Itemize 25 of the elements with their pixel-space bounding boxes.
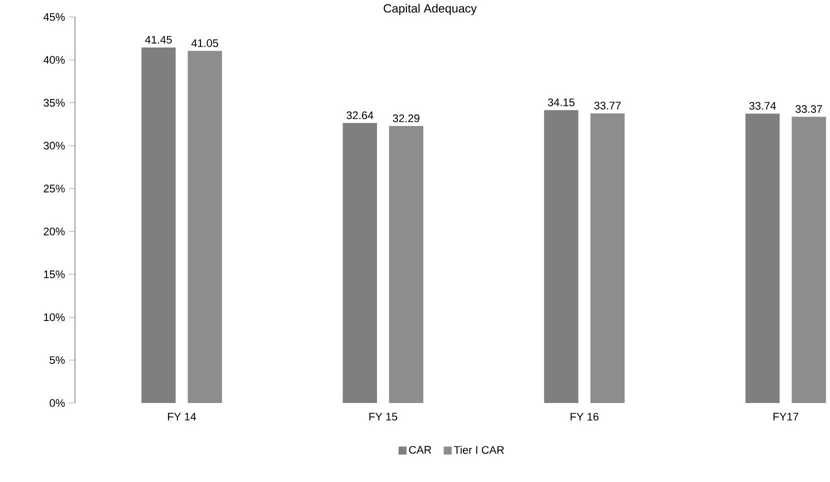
y-tick-label: 5% (50, 356, 65, 364)
y-tick-label: 45% (43, 13, 65, 21)
y-tick-label: 25% (44, 184, 65, 192)
legend-label: CAR (409, 446, 432, 454)
y-tick-label: 20% (44, 228, 65, 236)
y-tick-label: 30% (44, 142, 65, 150)
y-tick-label: 0% (50, 399, 65, 407)
data-label: 32.29 (392, 114, 420, 122)
chart-title: Capital Adequacy (384, 4, 477, 15)
data-label: 33.77 (594, 102, 621, 110)
x-tick-label: FY17 (774, 412, 798, 420)
data-label: 41.05 (191, 39, 218, 48)
x-tick-label: FY 14 (168, 412, 196, 420)
y-tick-label: 40% (43, 56, 65, 64)
x-tick-label: FY 16 (570, 412, 598, 421)
y-tick-label: 35% (44, 98, 65, 107)
data-label: 34.15 (548, 98, 574, 106)
y-tick-label: 15% (44, 270, 65, 278)
y-tick-label: 10% (44, 313, 65, 322)
data-label: 33.37 (796, 105, 822, 113)
x-tick-label: FY 15 (369, 412, 398, 420)
data-label: 33.74 (749, 102, 776, 110)
legend-label: Tier I CAR (454, 446, 504, 454)
data-label: 32.64 (346, 111, 374, 120)
data-label: 41.45 (145, 36, 172, 44)
